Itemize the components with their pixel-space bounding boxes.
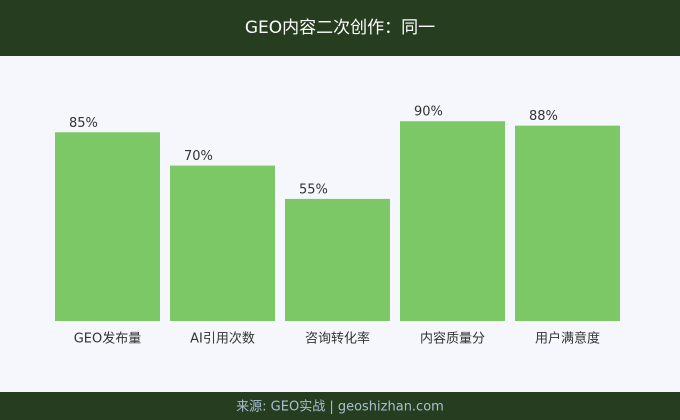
bar xyxy=(285,198,390,321)
value-label: 88% xyxy=(529,109,558,124)
value-label: 55% xyxy=(299,182,328,197)
bar xyxy=(55,132,160,321)
x-tick-label: 咨询转化率 xyxy=(305,331,370,347)
value-label: 90% xyxy=(414,105,443,120)
value-label: 85% xyxy=(69,116,98,131)
footer xyxy=(0,392,680,420)
header xyxy=(0,0,680,56)
bar xyxy=(515,125,620,321)
x-tick-label: GEO发布量 xyxy=(74,331,142,347)
bar xyxy=(400,121,505,321)
x-tick-label: 内容质量分 xyxy=(420,331,485,347)
bar xyxy=(170,165,275,321)
x-tick-label: AI引用次数 xyxy=(190,331,255,347)
chart-title: GEO内容二次创作：同一 xyxy=(245,18,435,38)
source: 来源: GEO实战 | geoshizhan.com xyxy=(236,400,444,415)
value-label: 70% xyxy=(184,149,213,164)
x-tick-label: 用户满意度 xyxy=(535,331,600,347)
